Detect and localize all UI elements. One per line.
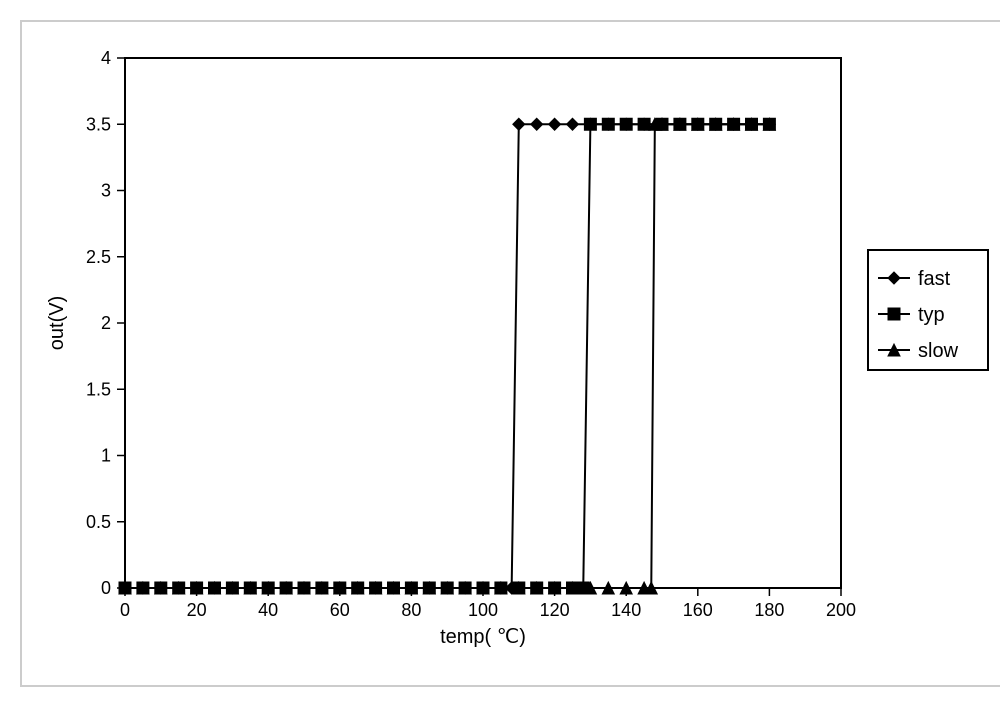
x-tick-label: 180 [754, 600, 784, 620]
marker-square [602, 118, 614, 130]
marker-square [584, 118, 596, 130]
x-axis-label: temp( ℃) [440, 626, 526, 648]
marker-diamond [567, 118, 579, 130]
plot-area [125, 58, 841, 588]
x-tick-label: 40 [258, 600, 278, 620]
series-typ [119, 118, 775, 594]
x-tick-label: 20 [187, 600, 207, 620]
x-tick-label: 60 [330, 600, 350, 620]
marker-diamond [549, 118, 561, 130]
legend-label-typ: typ [918, 304, 945, 326]
x-tick-label: 0 [120, 600, 130, 620]
y-tick-label: 2.5 [86, 247, 111, 267]
series-line-slow [125, 124, 769, 588]
line-chart: 0 20 40 60 80 100 120 140 160 180 200 0 0.5 1 1.5 2 2.5 3… [20, 20, 1000, 687]
y-tick-label: 2 [101, 313, 111, 333]
x-tick-label: 140 [611, 600, 641, 620]
marker-square [638, 118, 650, 130]
y-tick-label: 3.5 [86, 114, 111, 134]
y-tick-label: 1 [101, 446, 111, 466]
legend-label-fast: fast [918, 268, 951, 290]
legend-label-slow: slow [918, 340, 959, 362]
y-tick-label: 1.5 [86, 379, 111, 399]
x-tick-label: 160 [683, 600, 713, 620]
y-axis-label: out(V) [46, 296, 68, 350]
series-slow [119, 118, 775, 594]
y-tick-label: 4 [101, 48, 111, 68]
marker-square [620, 118, 632, 130]
y-tick-label: 3 [101, 181, 111, 201]
chart-container: 0 20 40 60 80 100 120 140 160 180 200 0 0.5 1 1.5 2 2.5 3… [20, 20, 1000, 687]
x-tick-label: 200 [826, 600, 856, 620]
y-tick-label: 0.5 [86, 512, 111, 532]
x-tick-label: 80 [401, 600, 421, 620]
y-tick-label: 0 [101, 578, 111, 598]
series-line-typ [125, 124, 769, 588]
marker-square [888, 308, 900, 320]
marker-diamond [513, 118, 525, 130]
marker-diamond [531, 118, 543, 130]
series-line-fast [125, 124, 769, 588]
series-fast [119, 118, 775, 594]
legend: fast typ slow [868, 250, 988, 370]
x-tick-label: 100 [468, 600, 498, 620]
x-tick-label: 120 [540, 600, 570, 620]
